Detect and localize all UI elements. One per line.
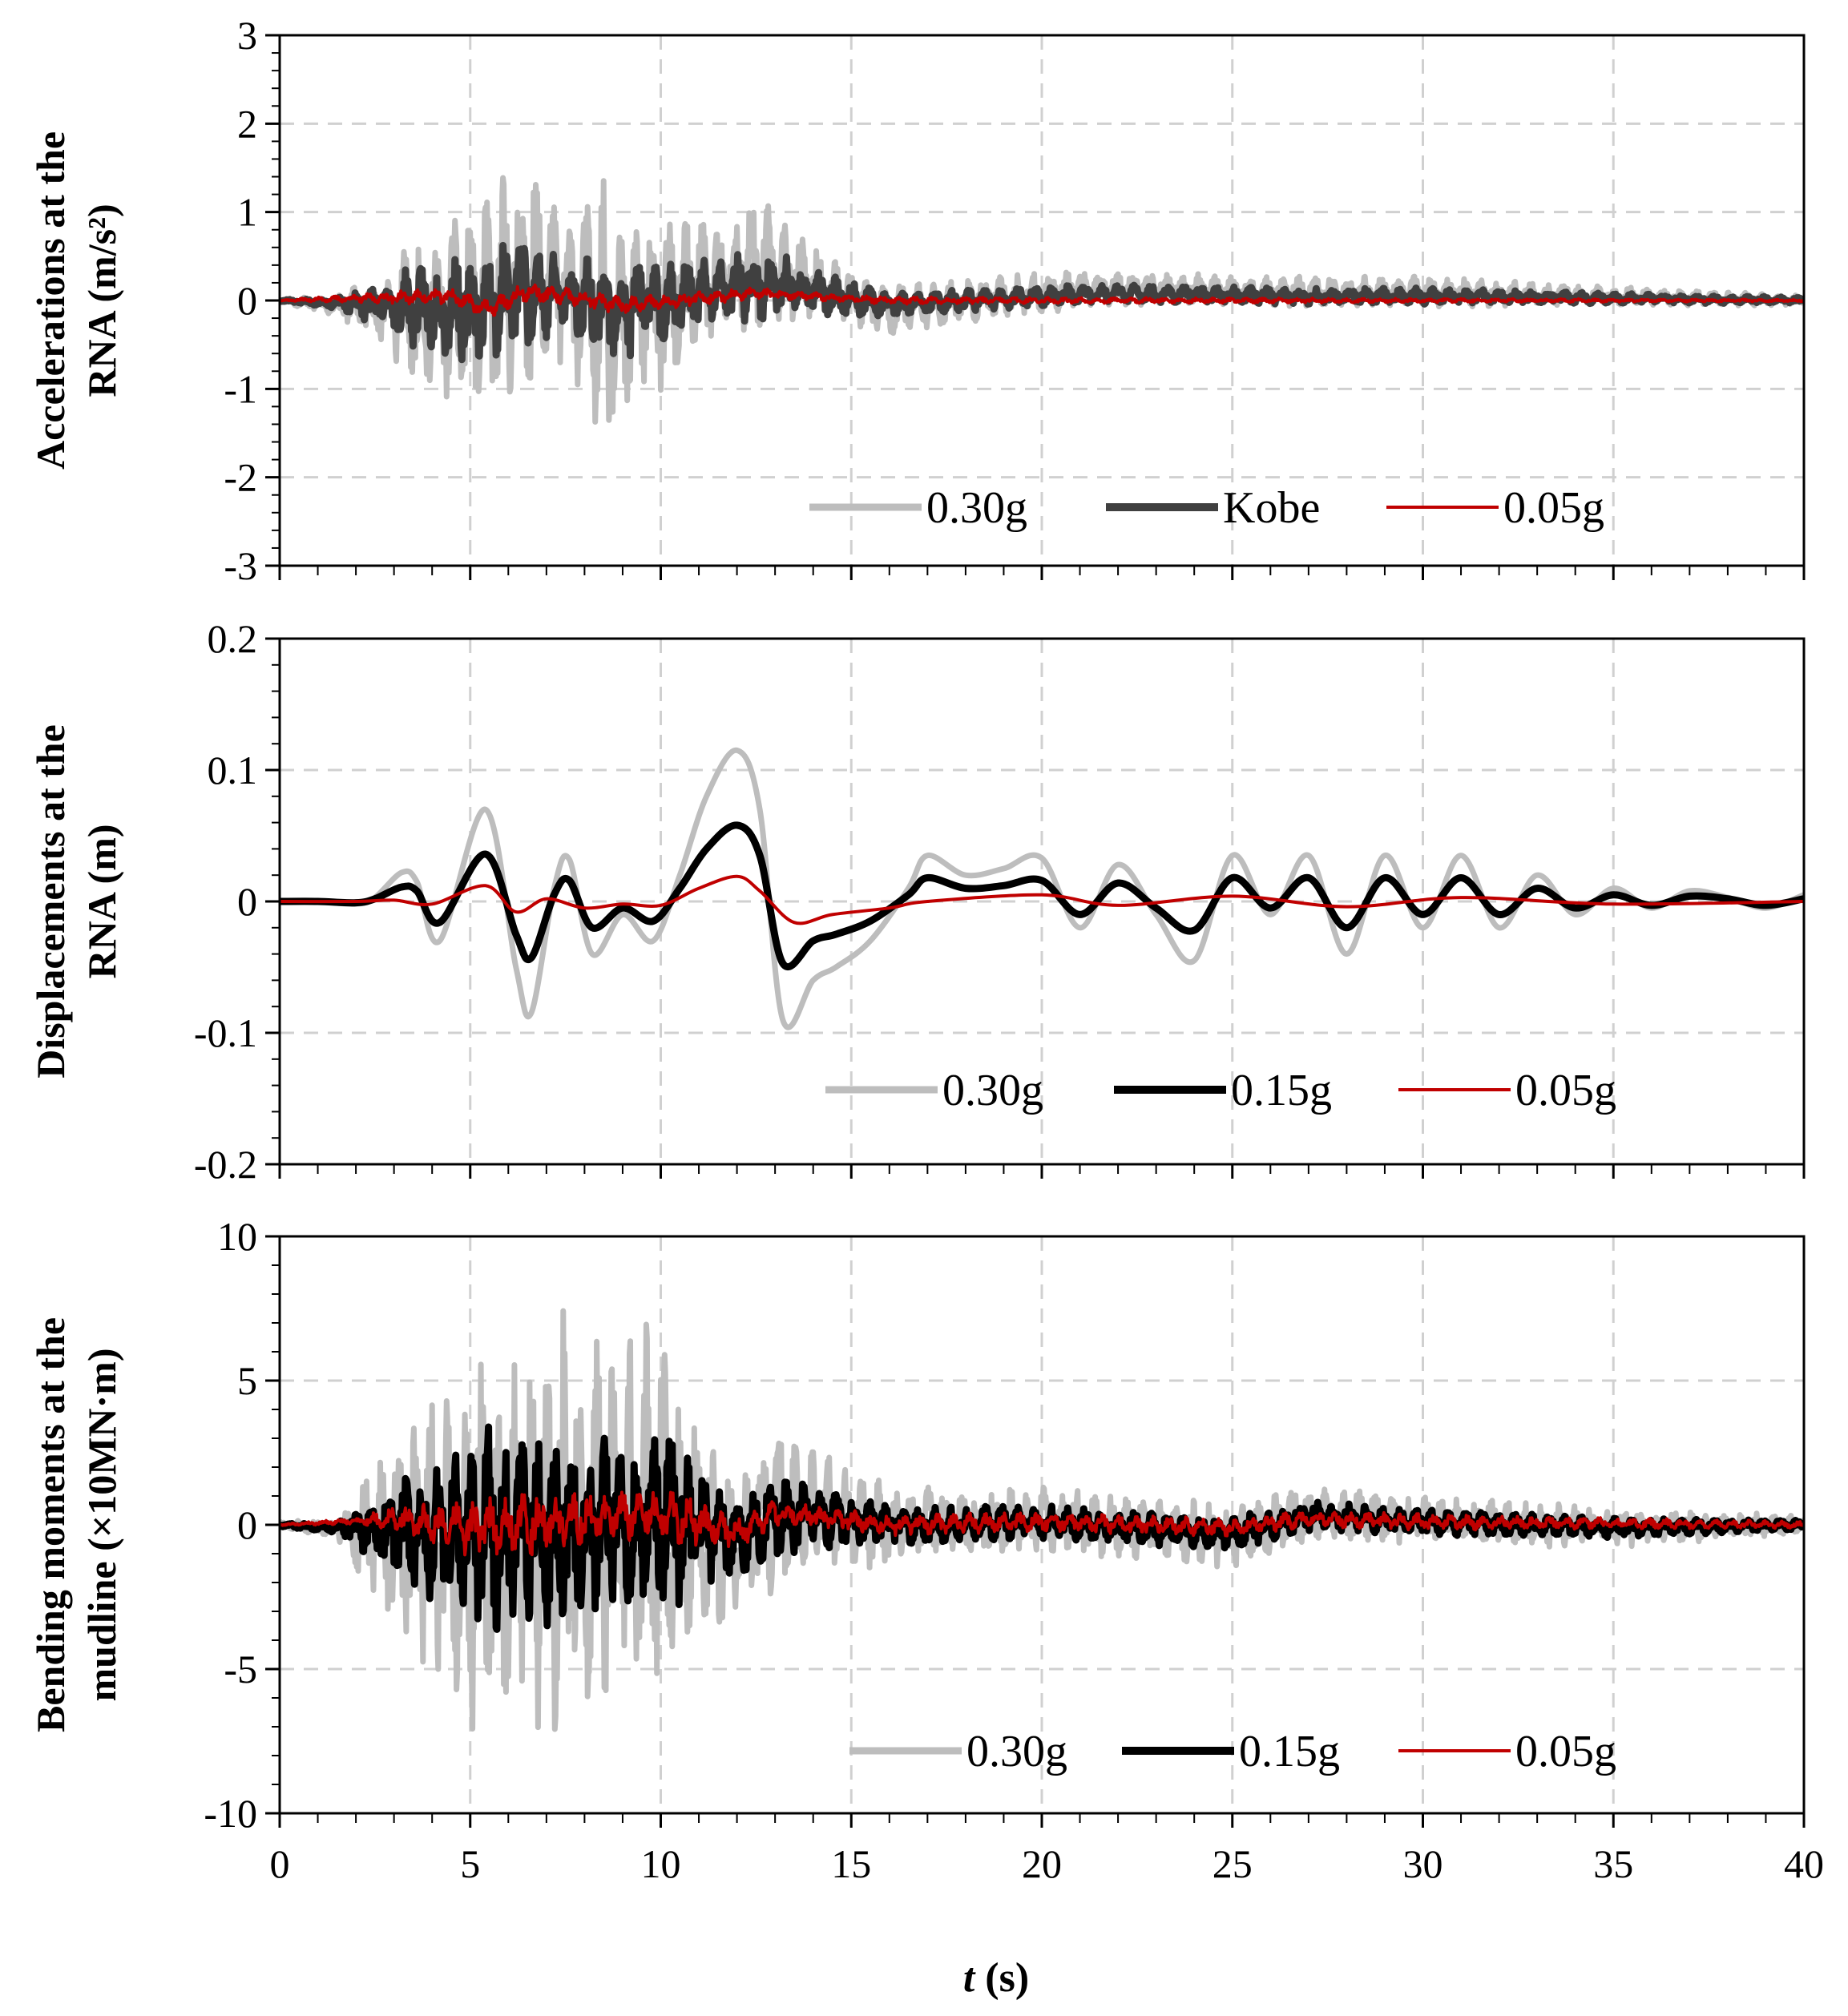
y-tick-label: -2 (224, 455, 257, 500)
y-tick-label: 0.1 (208, 748, 258, 792)
legend: 0.30g Kobe 0.05g (809, 483, 1604, 533)
y-tick-label: 0 (237, 1502, 257, 1547)
x-tick-label: 35 (1593, 1841, 1633, 1886)
x-tick-label: 20 (1022, 1841, 1062, 1886)
y-tick-label: 1 (237, 190, 257, 235)
legend-label: 0.05g (1515, 1066, 1616, 1115)
legend-label: 0.30g (966, 1727, 1067, 1776)
legend-label: 0.15g (1239, 1727, 1340, 1776)
x-tick-label: 40 (1784, 1841, 1824, 1886)
x-axis-label-unit: (s) (974, 1955, 1029, 2001)
x-tick-label: 10 (641, 1841, 681, 1886)
series-line-0.30g (280, 747, 1804, 1030)
series-line-0.05g (280, 1490, 1804, 1557)
legend-label: Kobe (1223, 483, 1320, 533)
y-tick-label: -3 (224, 543, 257, 588)
panel-1: -3 -2 -1 0 1 2 3 Accelerations at the RNA (m/s²)… (28, 13, 1806, 588)
y-tick-label: -0.1 (194, 1010, 257, 1055)
y-axis-label: Displacements at the RNA (m) (28, 724, 124, 1079)
y-tick-label: -1 (224, 366, 257, 411)
legend-label: 0.05g (1515, 1727, 1616, 1776)
x-tick-label: 0 (270, 1841, 290, 1886)
y-axis-label: Bending moments at the mudline (×10MN·m) (28, 1317, 124, 1732)
legend-label: 0.30g (942, 1066, 1043, 1115)
y-tick-label: -0.2 (194, 1142, 257, 1187)
panel-3: -10 -5 0 5 10 0 5 10 15 20 25 30 35 40 Bending moments… (28, 1214, 1824, 1886)
series-group (280, 1308, 1804, 1732)
y-tick-label: 0.2 (208, 616, 258, 661)
x-tick-label: 15 (831, 1841, 871, 1886)
series-line-0.05g (280, 283, 1804, 317)
series-group (280, 747, 1804, 1030)
y-axis-label-line: Bending moments at the (28, 1317, 73, 1732)
y-axis-label-line: mudline (×10MN·m) (79, 1349, 124, 1702)
x-tick-label: 30 (1403, 1841, 1443, 1886)
series-line-Kobe (280, 241, 1804, 364)
y-tick-label: -10 (204, 1791, 257, 1836)
y-axis-label-line: RNA (m/s²) (79, 204, 124, 397)
series-line-0.05g (280, 874, 1804, 925)
legend-label: 0.15g (1231, 1066, 1332, 1115)
y-tick-label: -5 (224, 1647, 257, 1691)
y-axis-label-line: RNA (m) (79, 824, 124, 978)
x-tick-label: 25 (1212, 1841, 1253, 1886)
series-group (280, 175, 1804, 425)
x-axis-label-variable: t (963, 1955, 976, 2001)
y-tick-label: 2 (237, 101, 257, 146)
y-axis-label: Accelerations at the RNA (m/s²) (28, 131, 124, 470)
y-tick-label: 10 (217, 1214, 257, 1259)
x-axis-label: t (s) (963, 1955, 1029, 2001)
series-line-0.30g (280, 1308, 1804, 1732)
series-line-0.15g (280, 821, 1804, 970)
y-axis-label-line: Displacements at the (28, 724, 73, 1079)
panel-2: -0.2 -0.1 0 0.1 0.2 Displacements at the RNA (… (28, 616, 1806, 1187)
y-tick-label: 0 (237, 879, 257, 924)
legend: 0.30g 0.15g 0.05g (825, 1066, 1616, 1115)
y-tick-label: 5 (237, 1358, 257, 1403)
legend-label: 0.05g (1503, 483, 1604, 533)
y-tick-label: 0 (237, 278, 257, 323)
y-axis-label-line: Accelerations at the (28, 131, 73, 470)
x-tick-label: 5 (460, 1841, 480, 1886)
legend-label: 0.30g (926, 483, 1027, 533)
legend: 0.30g 0.15g 0.05g (849, 1727, 1616, 1776)
y-tick-label: 3 (237, 13, 257, 58)
